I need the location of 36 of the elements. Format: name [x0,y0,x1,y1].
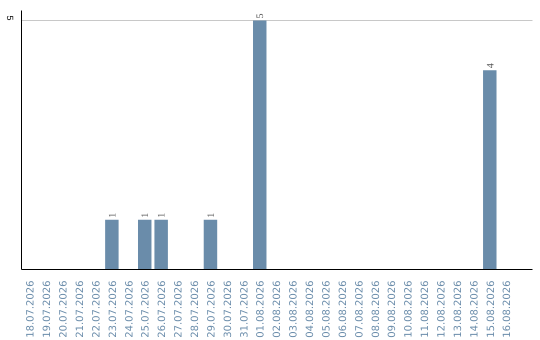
x-tick-label: 06.08.2026 [338,280,349,338]
x-tick-label: 23.07.2026 [108,280,119,338]
x-tick-label: 10.08.2026 [404,280,415,338]
x-tick-label: 05.08.2026 [321,280,332,338]
data-label: 1 [206,212,217,218]
x-tick-label: 19.07.2026 [42,280,54,338]
data-label: 4 [485,63,496,68]
x-tick-label: 29.07.2026 [206,280,218,338]
x-tick-label: 30.07.2026 [222,280,234,338]
x-tick-label: 02.08.2026 [272,280,284,338]
x-tick-label: 28.07.2026 [190,280,202,338]
x-tick-label: 24.07.2026 [124,280,136,338]
x-tick-label: 03.08.2026 [288,280,300,338]
data-label: 1 [156,212,168,218]
x-tick-label: 04.08.2026 [305,280,316,338]
x-tick-label: 08.08.2026 [370,280,382,338]
x-tick-label: 07.08.2026 [354,280,366,338]
x-tick-label: 21.07.2026 [75,280,86,338]
data-label: 5 [255,13,266,18]
x-tick-label: 25.07.2026 [140,280,152,338]
x-tick-label: 31.07.2026 [239,280,250,338]
x-tick-label: 13.08.2026 [452,280,464,338]
x-tick-label: 14.08.2026 [469,280,480,338]
x-tick-label: 27.07.2026 [174,280,185,338]
x-tick-label: 22.07.2026 [91,280,102,338]
x-tick-label: 26.07.2026 [157,280,168,338]
x-tick-label: 01.08.2026 [256,280,267,338]
x-tick-label: 18.07.2026 [26,280,37,338]
x-tick-label: 09.08.2026 [387,280,398,338]
data-label: 1 [140,212,152,218]
x-tick-label: 12.08.2026 [436,280,448,338]
x-tick-label: 20.07.2026 [58,280,70,338]
x-tick-label: 16.08.2026 [502,280,514,338]
x-tick-label: 11.08.2026 [420,280,432,338]
x-tick-label: 15.08.2026 [486,280,497,338]
data-label: 1 [107,212,118,218]
